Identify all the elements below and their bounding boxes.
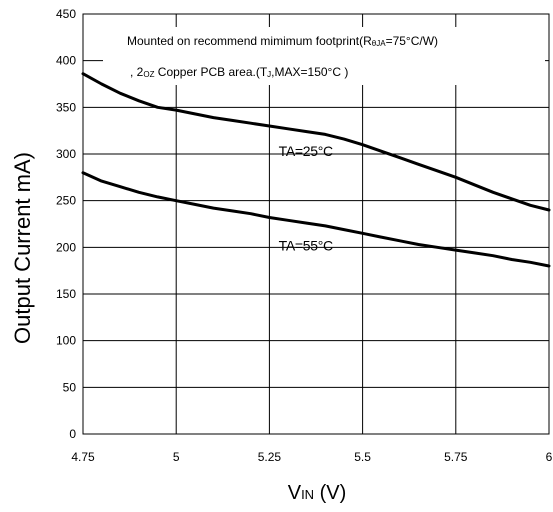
x-tick-label: 5.25 [258,450,282,464]
y-tick-label: 250 [56,194,76,208]
series-line [81,72,551,212]
y-tick-label: 100 [56,334,76,348]
x-tick-label: 6 [546,450,553,464]
x-tick-label: 5 [173,450,180,464]
annotation-line1: Mounted on recommend mimimum footprint(R… [127,34,438,48]
series-label: TA=55°C [279,238,333,254]
series-label: TA=25°C [279,143,333,159]
y-tick-label: 350 [56,100,76,114]
y-tick-label: 150 [56,287,76,301]
x-tick-label: 5.5 [354,450,371,464]
annotation-line2: , 2OZ Copper PCB area.(TJ,MAX=150°C ) [130,65,348,79]
series-layer [81,72,551,268]
y-tick-label: 300 [56,147,76,161]
series-label-layer: TA=25°C TA=55°C [279,143,334,254]
x-tick-label: 4.75 [71,450,95,464]
plot-frame [82,13,550,435]
y-tick-label: 450 [56,7,76,21]
x-axis-title: VIN (V) [288,482,347,504]
y-tick-label: 400 [56,54,76,68]
annotation-box: Mounted on recommend mimimum footprint(R… [103,27,545,85]
y-tick-label: 200 [56,240,76,254]
y-tick-label: 50 [63,380,77,394]
y-tick-labels: 0 50 100 150 200 250 300 350 400 450 [56,7,76,441]
y-axis-title: Output Current mA) [10,152,35,344]
series-line [81,171,551,268]
x-tick-label: 5.75 [444,450,468,464]
x-tick-labels: 4.75 5 5.25 5.5 5.75 6 [71,450,552,464]
y-tick-label: 0 [69,427,76,441]
